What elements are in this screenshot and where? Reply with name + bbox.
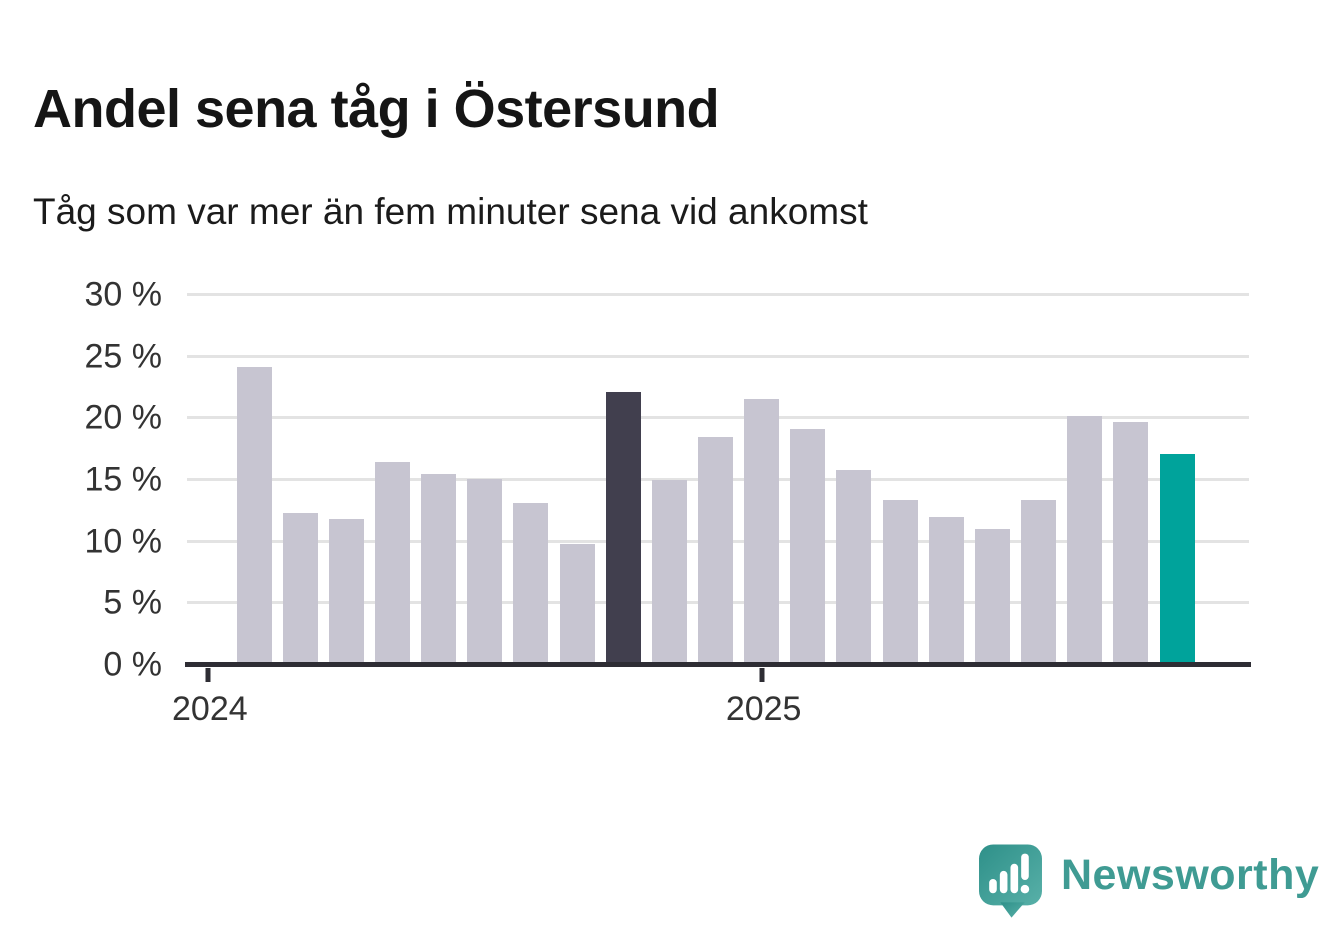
bar-2024-12 bbox=[698, 436, 733, 665]
bar-2024-06 bbox=[421, 473, 457, 665]
bar-2024-08 bbox=[513, 503, 549, 665]
newsworthy-logo: Newsworthy bbox=[978, 843, 1319, 919]
newsworthy-speech-bubble-chart-icon bbox=[979, 844, 1042, 918]
bar-2025-02 bbox=[790, 429, 826, 665]
y-tick-label: 0 % bbox=[103, 645, 162, 684]
bar-chart-plot-area bbox=[185, 293, 1251, 667]
bar-2024-03 bbox=[282, 513, 318, 665]
page-title: Andel sena tåg i Östersund bbox=[33, 79, 720, 140]
bar-2024-09 bbox=[559, 544, 595, 665]
bar-2025-01 bbox=[744, 398, 780, 665]
gridline bbox=[187, 354, 1249, 358]
brand-name: Newsworthy bbox=[1061, 850, 1320, 899]
y-tick-label: 30 % bbox=[84, 275, 163, 314]
x-axis-line bbox=[185, 662, 1251, 667]
bar-2025-08 bbox=[1067, 415, 1103, 665]
bar-2025-09 bbox=[1113, 422, 1149, 665]
bar-2025-10 bbox=[1159, 454, 1195, 665]
bar-2024-11 bbox=[651, 480, 687, 665]
bar-2024-05 bbox=[374, 461, 410, 665]
chart-subtitle: Tåg som var mer än fem minuter sena vid … bbox=[33, 191, 868, 232]
x-tick-label: 2024 bbox=[172, 690, 248, 728]
y-tick-label: 5 % bbox=[103, 583, 162, 622]
bar-2025-05 bbox=[928, 517, 964, 665]
gridline bbox=[187, 416, 1249, 420]
bar-2025-04 bbox=[882, 499, 918, 665]
bar-2024-10 bbox=[605, 392, 641, 665]
y-tick-label: 20 % bbox=[84, 398, 163, 437]
y-tick-label: 10 % bbox=[84, 522, 163, 561]
bar-2024-04 bbox=[328, 519, 364, 665]
y-tick-label: 15 % bbox=[84, 460, 163, 499]
x-axis-tick bbox=[205, 668, 211, 682]
bar-2024-07 bbox=[467, 478, 503, 665]
x-axis-tick bbox=[759, 668, 765, 682]
gridline bbox=[187, 293, 1249, 296]
bar-2025-03 bbox=[836, 470, 872, 665]
bar-2024-02 bbox=[236, 366, 272, 665]
x-tick-label: 2025 bbox=[725, 690, 802, 728]
y-tick-label: 25 % bbox=[84, 337, 163, 376]
bar-2025-07 bbox=[1021, 499, 1057, 665]
bar-2025-06 bbox=[974, 529, 1010, 665]
